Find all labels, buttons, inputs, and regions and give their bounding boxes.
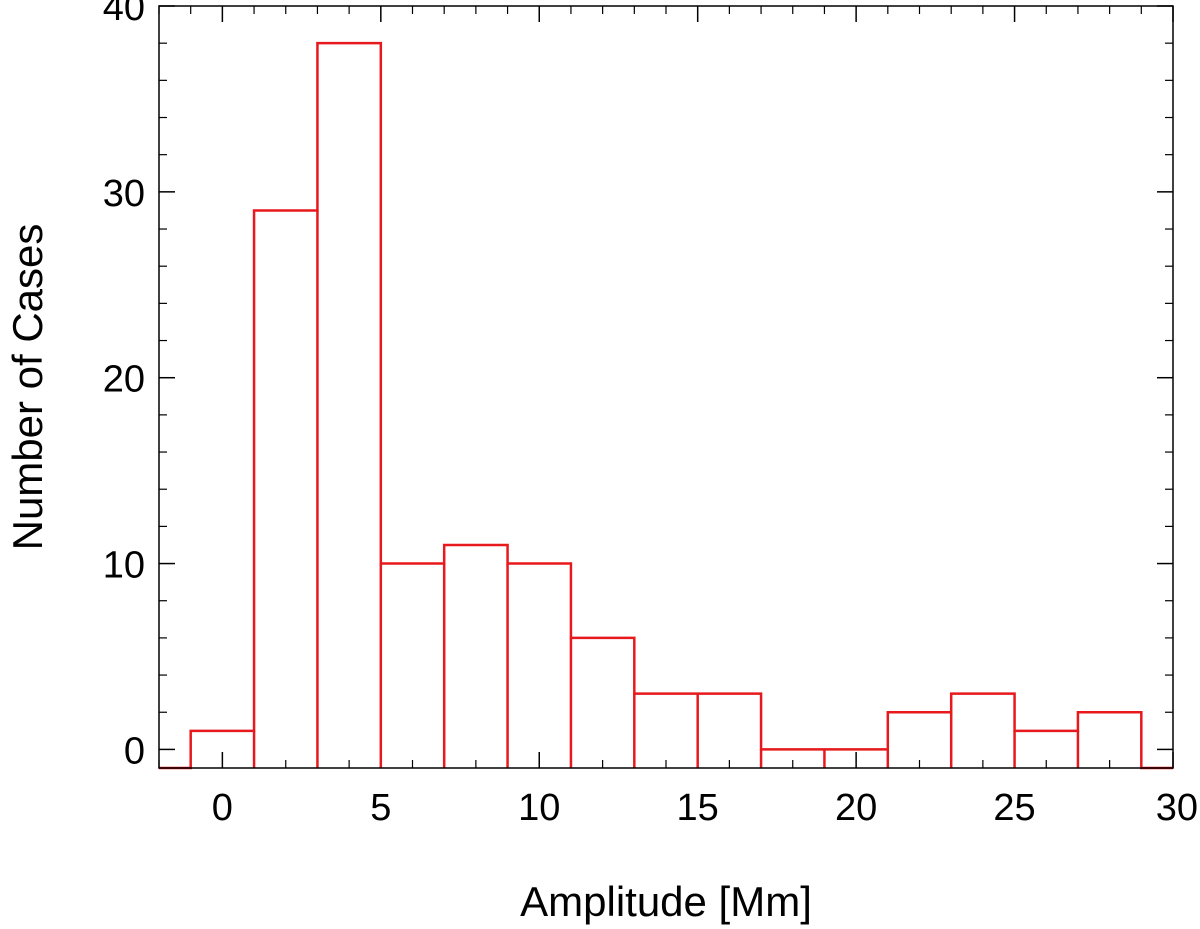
x-tick-label: 10: [518, 787, 560, 829]
plot-frame: [158, 5, 1174, 769]
x-tick-label: 30: [1156, 787, 1198, 829]
x-tick-label: 20: [835, 787, 877, 829]
x-tick-label: 25: [993, 787, 1035, 829]
x-tick-label: 0: [212, 787, 233, 829]
y-tick-label: 0: [124, 730, 145, 772]
y-tick-label: 10: [103, 545, 145, 587]
x-axis-title: Amplitude [Mm]: [520, 878, 812, 925]
x-tick-label: 5: [370, 787, 391, 829]
histogram-step-line: [159, 41, 1173, 770]
major-ticks: [159, 5, 1174, 768]
y-tick-labels: 0 10 20 30 40: [103, 0, 145, 772]
y-tick-label: 20: [103, 359, 145, 401]
y-tick-label: 40: [103, 0, 145, 29]
y-tick-label: 30: [103, 173, 145, 215]
histogram-bins: [252, 210, 1080, 768]
y-axis-title: Number of Cases: [4, 224, 51, 551]
x-tick-labels: 0 5 10 15 20 25 30: [212, 787, 1198, 829]
x-tick-label: 15: [677, 787, 719, 829]
minor-ticks: [158, 6, 1173, 768]
